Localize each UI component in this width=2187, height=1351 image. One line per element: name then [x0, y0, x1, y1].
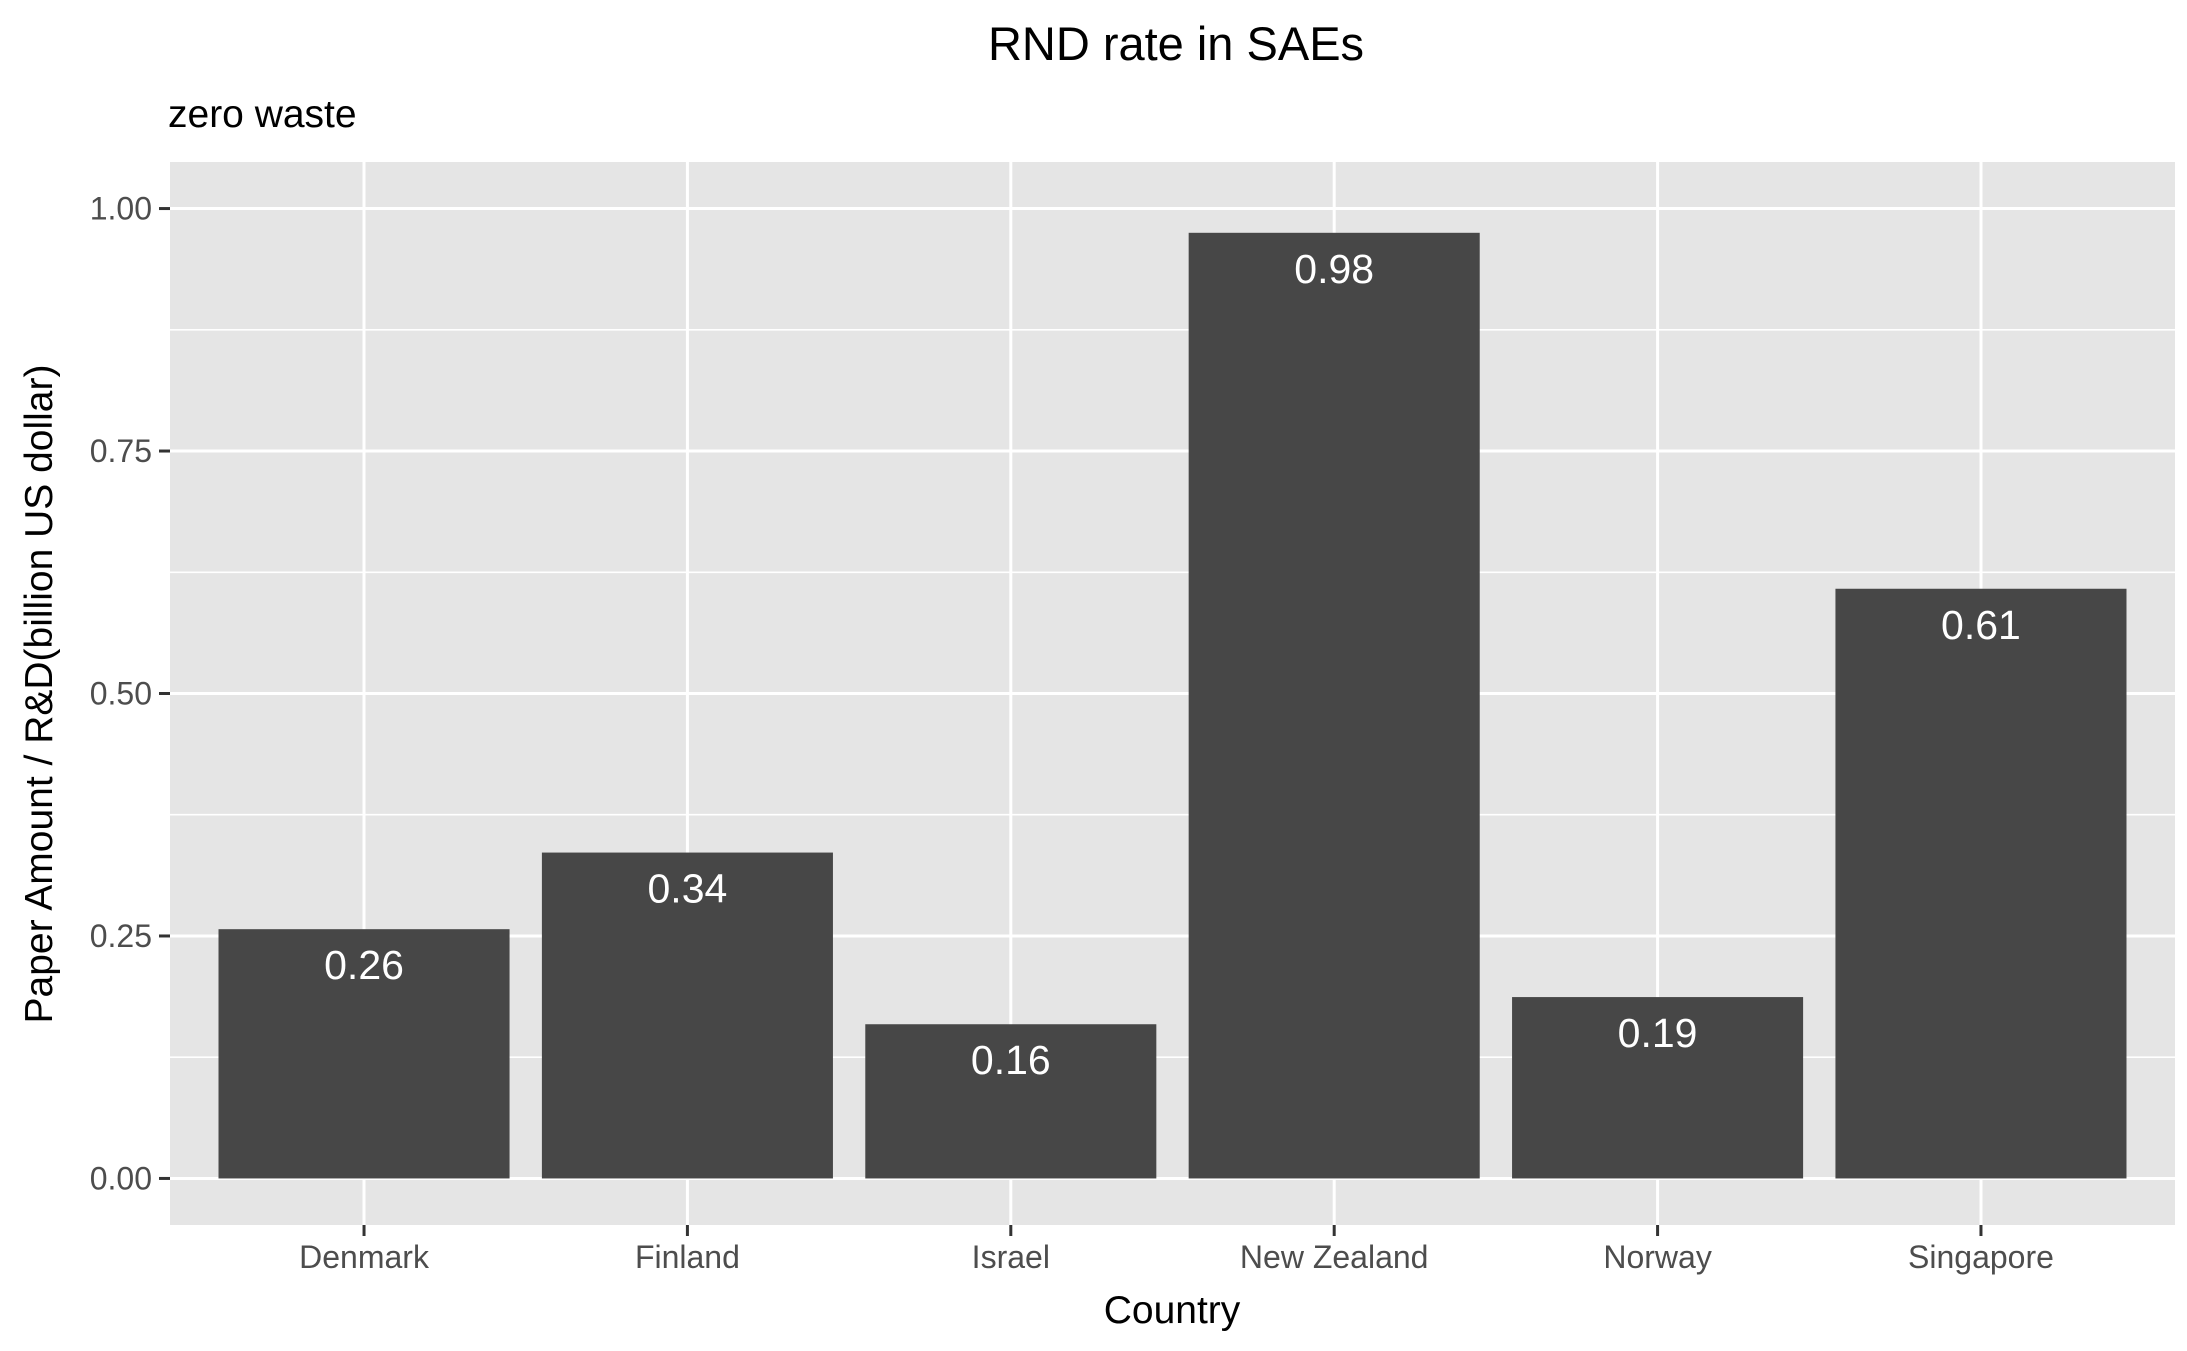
y-tick-label: 0.75 [90, 433, 152, 469]
y-tick-label: 0.25 [90, 918, 152, 954]
data-label: 0.26 [324, 942, 404, 988]
x-tick-label: Finland [635, 1239, 740, 1275]
y-tick-label: 0.00 [90, 1160, 152, 1196]
x-tick-label: New Zealand [1240, 1239, 1429, 1275]
bar-new-zealand [1188, 232, 1480, 1179]
x-axis-title: Country [1104, 1289, 1241, 1332]
x-tick-label: Singapore [1908, 1239, 2054, 1275]
data-label: 0.16 [971, 1037, 1051, 1083]
bar-denmark [218, 929, 510, 1179]
chart-title: RND rate in SAEs [988, 17, 1364, 70]
chart-subtitle: zero waste [168, 93, 357, 136]
x-axis: Denmark Finland Israel New Zealand Norway Sin… [299, 1225, 2054, 1275]
bar-israel [865, 1024, 1157, 1179]
y-axis-title: Paper Amount / R&D(billion US dollar) [18, 365, 61, 1024]
bar-singapore [1835, 588, 2127, 1179]
x-tick-label: Israel [972, 1239, 1050, 1275]
y-tick-label: 1.00 [90, 191, 152, 227]
bar-finland [541, 852, 833, 1179]
data-labels: 0.26 0.34 0.16 0.98 0.19 0.61 [324, 246, 2021, 1083]
x-tick-label: Norway [1603, 1239, 1711, 1275]
data-label: 0.61 [1941, 602, 2021, 648]
x-tick-label: Denmark [299, 1239, 430, 1275]
data-label: 0.98 [1294, 246, 1374, 292]
data-label: 0.34 [648, 866, 728, 912]
bars [218, 232, 2127, 1179]
y-tick-label: 0.50 [90, 676, 152, 712]
bar-norway [1512, 997, 1804, 1179]
y-axis: 0.00 0.25 0.50 0.75 1.00 [90, 191, 170, 1196]
data-label: 0.19 [1618, 1010, 1698, 1056]
